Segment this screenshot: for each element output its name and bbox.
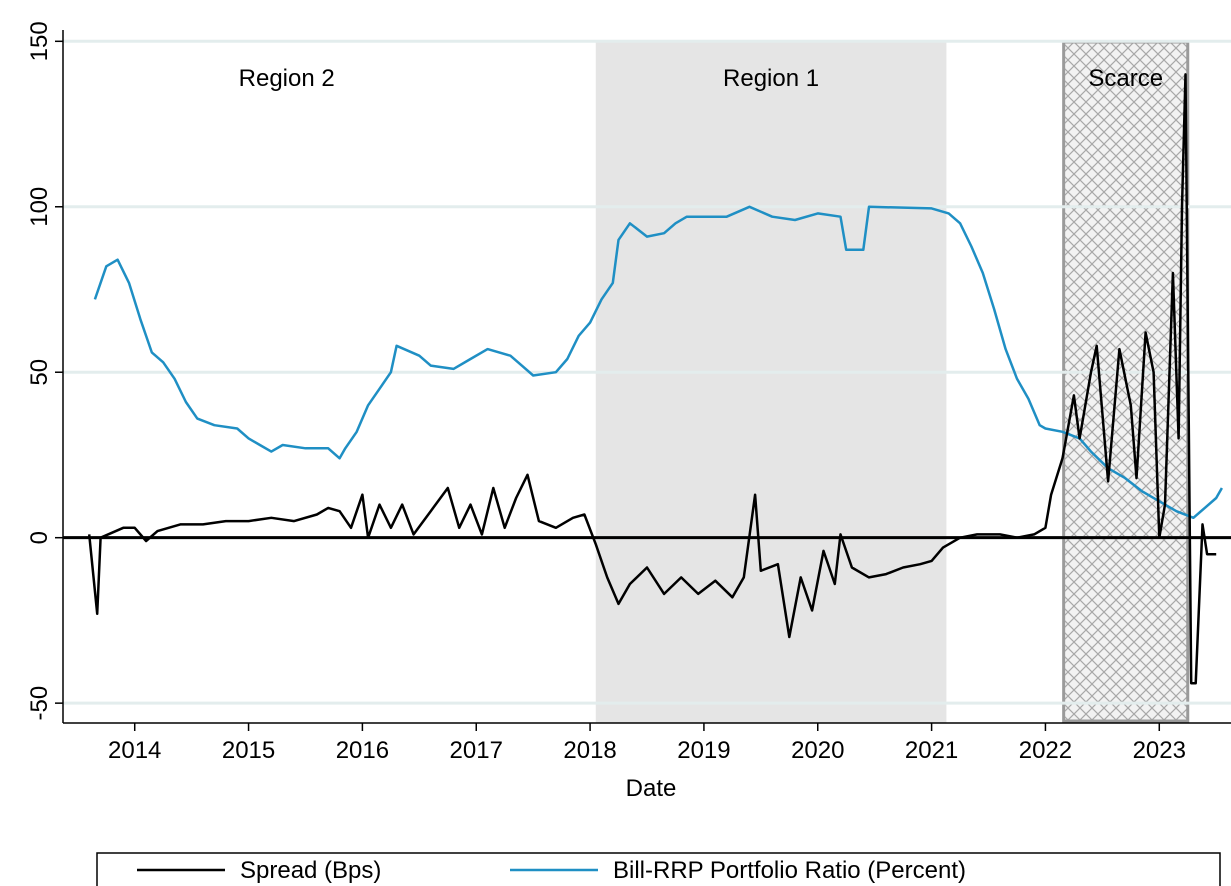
y-tick-label: 150: [26, 21, 53, 61]
region-shade: [595, 42, 947, 723]
x-tick-label: 2014: [108, 737, 161, 764]
legend-label: Bill-RRP Portfolio Ratio (Percent): [613, 857, 966, 884]
region-label: Region 2: [239, 65, 335, 92]
x-tick-label: 2018: [563, 737, 616, 764]
x-tick-label: 2017: [450, 737, 503, 764]
legend-box: [96, 852, 1221, 886]
x-tick-label: 2021: [905, 737, 958, 764]
y-tick-label: 0: [26, 531, 53, 544]
legend-label: Spread (Bps): [240, 857, 381, 884]
region-label: Scarce: [1088, 65, 1163, 92]
series-line: [93, 205, 1223, 520]
y-tick-label: -50: [26, 686, 53, 721]
x-tick-label: 2023: [1133, 737, 1186, 764]
x-axis-label: Date: [626, 775, 677, 802]
x-tick-label: 2022: [1019, 737, 1072, 764]
x-tick-label: 2016: [336, 737, 389, 764]
series-line: [87, 73, 1217, 685]
x-tick-label: 2019: [677, 737, 730, 764]
region-label: Region 1: [723, 65, 819, 92]
y-tick-label: 100: [26, 187, 53, 227]
x-tick-label: 2020: [791, 737, 844, 764]
y-tick-label: 50: [26, 359, 53, 386]
x-tick-label: 2015: [222, 737, 275, 764]
